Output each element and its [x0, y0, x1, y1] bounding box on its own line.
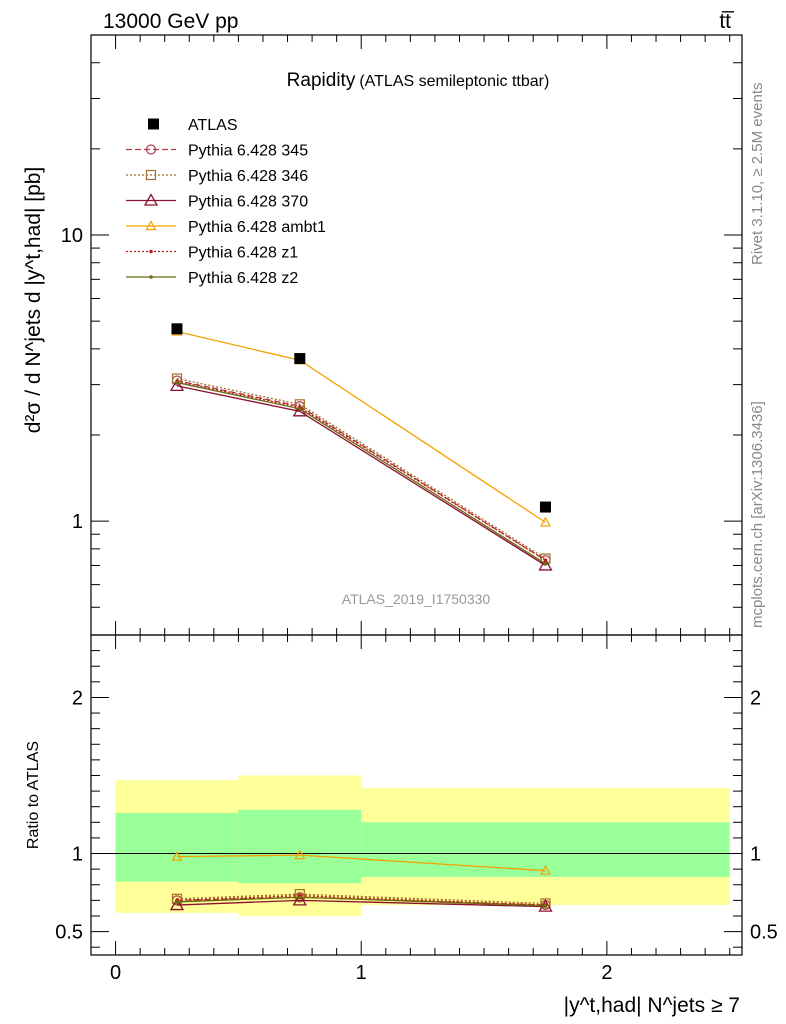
ratio-y-tick-label-left-2: 2 [72, 687, 83, 709]
data-point-1 [294, 353, 306, 365]
legend-marker-0 [145, 144, 157, 155]
header-left: 13000 GeV pp [103, 10, 238, 33]
legend-marker-data [148, 118, 159, 130]
ratio-point-3-2 [539, 864, 551, 875]
main-subtitle: (ATLAS semileptonic ttbar) [359, 73, 549, 90]
ratio-point-2-1 [292, 893, 307, 906]
band-inner-2 [361, 822, 730, 877]
series-point-5-0 [175, 380, 179, 385]
band-inner-1 [238, 809, 362, 884]
main-panel: 1 10 Rapidity (ATLAS semileptonic ttbar) A… [22, 34, 743, 636]
legend-marker-1 [145, 169, 157, 181]
series-point-2-2 [538, 558, 553, 571]
ratio-y-tick-label-right-2: 2 [750, 687, 761, 709]
y-tick-label-0: 1 [72, 511, 83, 533]
ratio-line-4 [176, 895, 546, 906]
legend-item-2: Pythia 6.428 370 [126, 193, 308, 211]
legend-label-5: Pythia 6.428 z2 [188, 270, 298, 287]
side-label-top: Rivet 3.1.10, ≥ 2.5M events [749, 83, 766, 266]
ratio-line-3 [176, 854, 546, 872]
ratio-y-tick-label-left-0: 0.5 [55, 922, 83, 944]
ratio-point-5-1 [298, 895, 302, 900]
x-tick-label-0: 0 [110, 962, 121, 984]
series-point-5-2 [543, 561, 548, 566]
series-point-5-1 [298, 406, 302, 411]
ratio-point-2-0 [169, 897, 185, 911]
ratio-line-1 [176, 893, 546, 905]
ratio-xlabel: |y^t,had| N^jets ≥ 7 [564, 994, 740, 1017]
legend-label-1: Pythia 6.428 346 [188, 168, 308, 185]
ratio-ylabel: Ratio to ATLAS [25, 741, 42, 849]
band-inner-0 [115, 812, 239, 882]
ratio-y-tick-label-right-0: 0.5 [750, 922, 778, 944]
series-line-2 [176, 385, 546, 567]
series-line-3 [176, 330, 546, 523]
legend-item-1: Pythia 6.428 346 [126, 168, 308, 185]
legend-marker-4 [149, 249, 153, 254]
series-line-0 [176, 379, 546, 561]
legend: ATLAS Pythia 6.428 345 Pythia 6.428 346 Pyt… [126, 117, 326, 287]
header-right: tt̅ [719, 10, 735, 33]
series-point-4-2 [543, 558, 548, 563]
legend-item-3: Pythia 6.428 ambt1 [126, 219, 326, 236]
ratio-panel: 0.5 0.5 1 1 2 2 0 1 2 Ratio to ATLAS |y^t,had| N… [25, 634, 778, 1017]
ratio-y-tick-label-right-1: 1 [750, 844, 761, 866]
legend-label-0: Pythia 6.428 345 [188, 143, 308, 160]
legend-marker-2 [143, 193, 159, 206]
series-line-4 [176, 380, 546, 561]
ratio-frame [90, 634, 743, 956]
legend-label-3: Pythia 6.428 ambt1 [188, 219, 326, 236]
data-point-2 [539, 501, 551, 513]
legend-label-4: Pythia 6.428 z1 [188, 245, 298, 262]
main-title: Rapidity (ATLAS semileptonic ttbar) [287, 70, 550, 91]
legend-item-5: Pythia 6.428 z2 [126, 270, 298, 287]
ratio-point-3-1 [294, 849, 306, 860]
x-tick-label-1: 1 [356, 962, 367, 984]
ratio-point-5-2 [543, 904, 548, 908]
ratio-point-1-2 [540, 898, 551, 909]
legend-item-4: Pythia 6.428 z1 [126, 245, 298, 262]
ratio-point-5-0 [175, 900, 179, 904]
legend-label-2: Pythia 6.428 370 [188, 194, 308, 211]
legend-item-data: ATLAS [148, 117, 238, 134]
series-line-1 [176, 377, 546, 560]
analysis-id: ATLAS_2019_I1750330 [342, 591, 491, 607]
ratio-point-3-0 [171, 850, 183, 861]
main-ylabel: d²σ / d N^jets d |y^t,had| [pb] [22, 167, 45, 434]
main-title-text: Rapidity [287, 70, 356, 91]
legend-item-0: Pythia 6.428 345 [126, 143, 308, 160]
ratio-y-tick-label-left-1: 1 [72, 844, 83, 866]
legend-label-data: ATLAS [188, 117, 238, 134]
legend-marker-3 [145, 220, 157, 231]
series-point-2-0 [169, 378, 185, 392]
ratio-line-2 [176, 899, 546, 908]
side-label-bottom: mcplots.cern.ch [arXiv:1306.3436] [749, 401, 766, 628]
legend-marker-5 [149, 275, 153, 279]
series-point-3-2 [539, 516, 551, 527]
data-point-0 [171, 323, 183, 335]
series-line-5 [176, 381, 546, 565]
y-tick-label-1: 10 [61, 225, 83, 247]
x-tick-label-2: 2 [601, 962, 612, 984]
